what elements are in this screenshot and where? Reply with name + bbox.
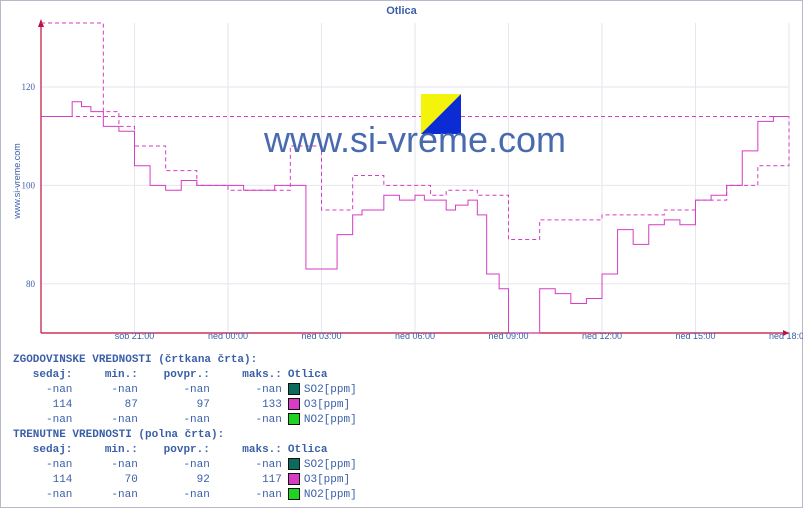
series-swatch	[288, 398, 300, 410]
x-tick: ned 06:00	[395, 331, 435, 341]
x-tick: ned 15:00	[675, 331, 715, 341]
series-label: SO2[ppm]	[304, 459, 357, 471]
x-tick-labels: sob 21:00 ned 00:00 ned 03:00 ned 06:00 ned …	[41, 331, 789, 345]
plot-svg: 80100120	[41, 19, 789, 339]
series-label: NO2[ppm]	[304, 489, 357, 501]
series-swatch	[288, 458, 300, 470]
table-row: sedaj: min.: povpr.: maks.:Otlica	[13, 443, 363, 458]
table-row: 114 70 92 117O3[ppm]	[13, 473, 363, 488]
x-tick: ned 09:00	[488, 331, 528, 341]
series-label: O3[ppm]	[304, 399, 350, 411]
series-swatch	[288, 383, 300, 395]
svg-text:120: 120	[22, 82, 36, 92]
x-tick: ned 12:00	[582, 331, 622, 341]
series-swatch	[288, 488, 300, 500]
x-tick: ned 18:00	[769, 331, 803, 341]
table-row: -nan -nan -nan -nanSO2[ppm]	[13, 458, 363, 473]
series-label: NO2[ppm]	[304, 414, 357, 426]
series-label: O3[ppm]	[304, 474, 350, 486]
watermark-icon	[421, 94, 461, 134]
x-tick: ned 03:00	[301, 331, 341, 341]
series-label: SO2[ppm]	[304, 384, 357, 396]
svg-text:80: 80	[26, 279, 36, 289]
table-section-title: TRENUTNE VREDNOSTI (polna črta):	[13, 428, 363, 443]
svg-text:100: 100	[22, 180, 36, 190]
stats-tables: ZGODOVINSKE VREDNOSTI (črtkana črta): se…	[13, 353, 363, 503]
series-swatch	[288, 473, 300, 485]
chart-title: Otlica	[1, 5, 802, 17]
plot-area: 80100120 www.si-vreme.com	[41, 19, 789, 329]
table-row: -nan -nan -nan -nanSO2[ppm]	[13, 383, 363, 398]
series-swatch	[288, 413, 300, 425]
x-tick: ned 00:00	[208, 331, 248, 341]
table-row: -nan -nan -nan -nanNO2[ppm]	[13, 488, 363, 503]
table-row: -nan -nan -nan -nanNO2[ppm]	[13, 413, 363, 428]
table-section-title: ZGODOVINSKE VREDNOSTI (črtkana črta):	[13, 353, 363, 368]
y-axis-link-text: www.si-vreme.com	[12, 131, 22, 231]
chart-frame: { "title": "Otlica", "ylabel_link": "www…	[0, 0, 803, 508]
x-tick: sob 21:00	[115, 331, 155, 341]
table-row: sedaj: min.: povpr.: maks.:Otlica	[13, 368, 363, 383]
table-row: 114 87 97 133O3[ppm]	[13, 398, 363, 413]
